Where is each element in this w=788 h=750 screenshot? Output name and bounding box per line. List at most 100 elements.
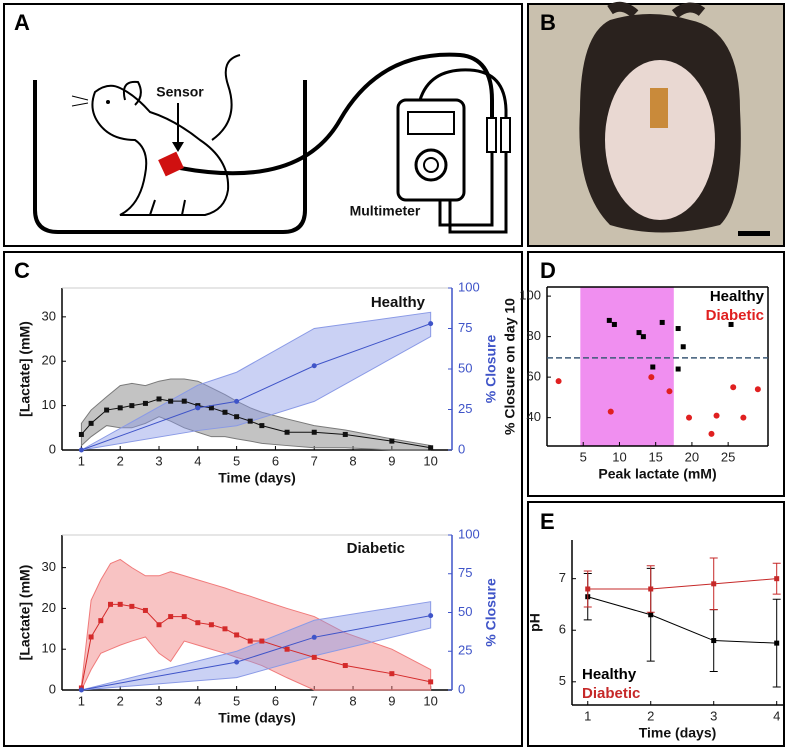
marker [222, 626, 228, 632]
x-tick-label: 8 [349, 453, 356, 468]
y2-tick-label: 100 [458, 526, 480, 541]
marker [428, 613, 434, 619]
legend-label: Diabetic [582, 685, 640, 702]
series-line [587, 596, 777, 644]
marker [129, 603, 135, 609]
marker [389, 671, 395, 677]
marker [311, 363, 317, 369]
x-tick-label: 5 [233, 693, 240, 708]
y2-tick-label: 75 [458, 565, 472, 580]
x-tick-label: 9 [388, 693, 395, 708]
marker [108, 601, 114, 607]
marker [711, 638, 717, 644]
marker [311, 429, 317, 435]
x-tick-label: 9 [388, 453, 395, 468]
sensor-patch [650, 88, 668, 128]
marker [284, 429, 290, 435]
marker [208, 622, 214, 628]
multimeter [396, 98, 466, 202]
marker [234, 414, 240, 420]
sensor [158, 151, 184, 177]
marker [247, 638, 253, 644]
marker [259, 638, 265, 644]
y2-tick-label: 0 [458, 681, 465, 696]
y2-tick-label: 100 [458, 279, 480, 294]
x-tick-label: 4 [194, 693, 201, 708]
marker [648, 612, 654, 618]
marker [675, 326, 681, 332]
marker [284, 646, 290, 652]
marker [142, 400, 148, 406]
y-tick-label: 20 [42, 353, 56, 368]
marker [129, 403, 135, 409]
x-tick-label: 7 [311, 453, 318, 468]
marker [208, 405, 214, 411]
cable [418, 68, 508, 118]
panel-frame [3, 3, 523, 247]
marker [156, 396, 162, 402]
y-tick-label: 0 [49, 681, 56, 696]
x-tick-label: 5 [233, 453, 240, 468]
x-axis-label: Peak lactate (mM) [598, 466, 716, 482]
panel-label: E [540, 509, 555, 534]
marker [78, 431, 84, 437]
mouse-ear [607, 1, 706, 19]
marker [611, 321, 617, 327]
y2-tick-label: 25 [458, 643, 472, 658]
marker [234, 398, 240, 404]
marker [740, 414, 747, 421]
marker [88, 634, 94, 640]
marker [222, 409, 228, 415]
marker [342, 663, 348, 669]
legend-label: Healthy [582, 666, 637, 683]
marker [607, 408, 614, 415]
x-axis-label: Time (days) [218, 470, 296, 486]
marker [117, 601, 123, 607]
marker [247, 418, 253, 424]
shaded-region [580, 287, 674, 446]
marker [181, 614, 187, 620]
y2-tick-label: 75 [458, 320, 472, 335]
x-tick-label: 10 [423, 453, 437, 468]
marker [606, 317, 612, 323]
y-tick-label: 40 [527, 409, 541, 424]
marker [648, 586, 654, 592]
arrow-head [172, 142, 184, 152]
cable [179, 52, 494, 176]
marker [168, 398, 174, 404]
marker [234, 632, 240, 638]
marker [713, 412, 720, 419]
x-tick-label: 6 [272, 453, 279, 468]
marker [555, 378, 562, 385]
y2-tick-label: 25 [458, 401, 472, 416]
marker [675, 366, 681, 372]
sensor-label: Sensor [156, 84, 204, 100]
photo [579, 1, 770, 236]
x-tick-label: 2 [647, 708, 654, 723]
x-tick-label: 10 [423, 693, 437, 708]
y-axis-label: [Lactate] (mM) [17, 565, 33, 661]
dial [423, 157, 439, 173]
y-tick-label: 30 [42, 559, 56, 574]
x-tick-label: 2 [117, 693, 124, 708]
marker [730, 384, 737, 391]
marker [117, 405, 123, 411]
y-tick-label: 5 [559, 673, 566, 688]
marker [259, 423, 265, 429]
marker [754, 386, 761, 393]
marker [640, 334, 646, 340]
y-tick-label: 10 [42, 641, 56, 656]
marker [78, 687, 84, 693]
x-tick-label: 3 [155, 453, 162, 468]
x-tick-label: 3 [710, 708, 717, 723]
panel-label: B [540, 10, 556, 35]
marker [234, 659, 240, 665]
multimeter-label: Multimeter [350, 203, 421, 219]
y-tick-label: 6 [559, 622, 566, 637]
x-tick-label: 1 [78, 453, 85, 468]
legend-label: Healthy [710, 288, 765, 305]
marker [142, 607, 148, 613]
marker [686, 414, 693, 421]
y-tick-label: 80 [527, 328, 541, 343]
marker [728, 321, 734, 327]
